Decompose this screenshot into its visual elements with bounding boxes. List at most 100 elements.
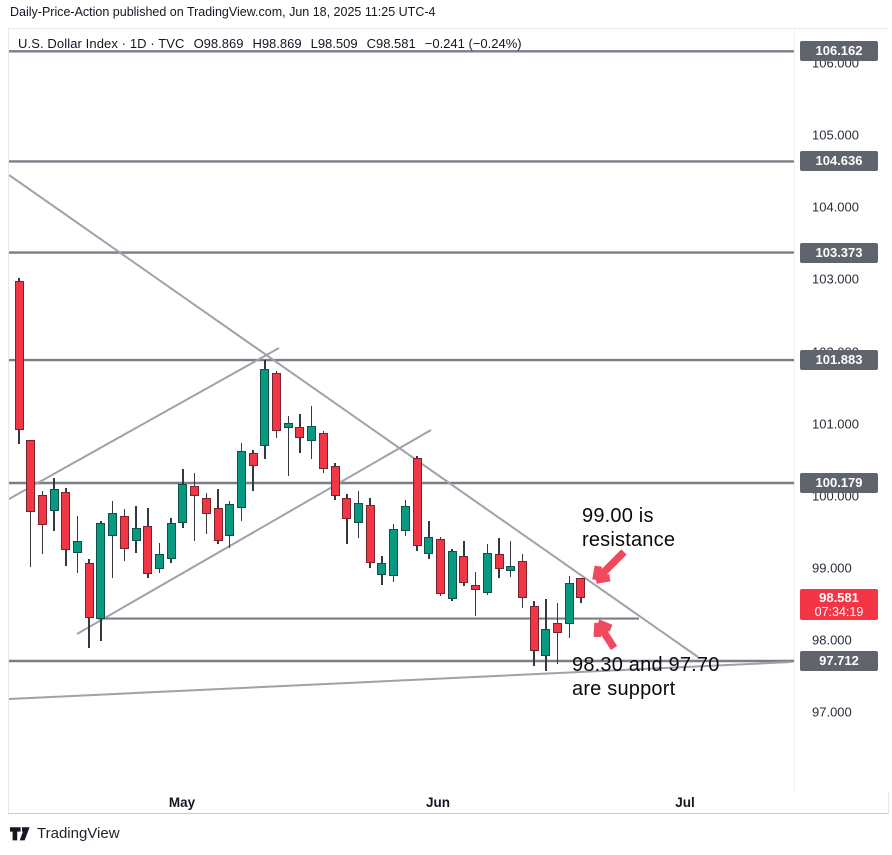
tradingview-logo-text[interactable]: TradingView xyxy=(37,825,120,842)
price-level-badge: 104.636 xyxy=(800,151,878,172)
price-tick-label: 97.000 xyxy=(812,704,852,720)
rising-support-upper-line xyxy=(9,347,280,500)
time-axis-label: Jul xyxy=(675,795,695,810)
long-term-rising-line xyxy=(9,661,792,700)
candle-wick xyxy=(252,449,254,491)
candle-up xyxy=(178,483,188,524)
candle-wick xyxy=(111,500,114,579)
candle-up xyxy=(541,629,551,657)
arrow-to-support-head xyxy=(596,619,613,632)
candle-up xyxy=(283,423,293,429)
legend-open-value: O98.869 xyxy=(193,36,244,51)
legend-high-value: H98.869 xyxy=(252,36,302,51)
legend: U.S. Dollar Index · 1D · TVC O98.869 H98… xyxy=(18,36,522,51)
candle-down xyxy=(494,554,504,570)
arrow-to-resistance-head xyxy=(592,565,603,581)
candle-down xyxy=(576,577,586,599)
price-tick-label: 98.000 xyxy=(812,632,852,648)
candle-up xyxy=(447,551,457,600)
candle-up xyxy=(389,529,399,576)
candle-up xyxy=(108,513,118,537)
candle-wick xyxy=(556,602,559,664)
candle-down xyxy=(14,280,24,431)
candle-down xyxy=(365,504,375,563)
candle-up xyxy=(424,537,434,555)
candle-down xyxy=(84,563,94,618)
candle-down xyxy=(553,622,563,633)
candle-down xyxy=(471,584,481,591)
candle-down xyxy=(330,466,340,496)
candle-wick xyxy=(474,571,477,616)
candle-down xyxy=(143,526,153,574)
candle-down xyxy=(248,453,258,467)
price-level-badge: 97.712 xyxy=(800,650,878,671)
trendlines-layer xyxy=(9,50,794,700)
candle-up xyxy=(96,523,106,620)
bar-countdown: 07:34:19 xyxy=(814,605,864,620)
candle-wick xyxy=(193,472,196,542)
candle-down xyxy=(342,498,352,519)
candle-wick xyxy=(346,493,348,545)
candle-down xyxy=(517,560,527,599)
candle-down xyxy=(61,492,71,551)
candle-down xyxy=(213,508,223,542)
annotation-support-note: 98.30 and 97.70 are support xyxy=(572,654,720,700)
candle-wick xyxy=(287,415,290,476)
arrow-to-resistance xyxy=(593,549,627,583)
candle-up xyxy=(307,425,317,442)
descending-resistance-line xyxy=(9,174,699,658)
rising-support-lower-line xyxy=(76,429,432,635)
candle-down xyxy=(435,539,445,595)
candle-up xyxy=(49,488,59,512)
annotation-resistance-note: 99.00 is resistance xyxy=(582,505,676,551)
candle-up xyxy=(377,563,387,575)
candle-down xyxy=(318,433,328,470)
chart-plot-area[interactable]: U.S. Dollar Index · 1D · TVC O98.869 H98… xyxy=(9,29,794,791)
price-axis[interactable]: 106.000105.000104.000103.000102.000101.0… xyxy=(794,29,890,791)
candle-up xyxy=(225,503,235,537)
candle-up xyxy=(354,503,364,524)
time-axis[interactable]: May Jun Jul xyxy=(9,791,794,813)
footer: TradingView xyxy=(10,825,120,842)
time-axis-label: May xyxy=(168,795,196,810)
chart-widget: U.S. Dollar Index · 1D · TVC O98.869 H98… xyxy=(8,28,890,814)
candle-up xyxy=(260,368,270,447)
price-tick-label: 104.000 xyxy=(812,199,859,215)
candle-down xyxy=(295,427,305,439)
candle-down xyxy=(412,457,422,546)
tradingview-logo-icon[interactable] xyxy=(10,826,30,842)
candle-up xyxy=(482,552,492,593)
price-tick-label: 101.000 xyxy=(812,416,859,432)
price-tick-label: 99.000 xyxy=(812,560,852,576)
legend-close-value: C98.581 xyxy=(366,36,416,51)
candle-up xyxy=(154,554,164,569)
legend-low-value: L98.509 xyxy=(310,36,358,51)
last-price-badge: 98.581 07:34:19 xyxy=(800,589,878,621)
candle-up xyxy=(506,565,516,571)
candle-down xyxy=(37,495,47,525)
candle-wick xyxy=(509,540,512,577)
annotation-arrows-layer xyxy=(592,549,627,651)
candle-up xyxy=(73,541,83,553)
legend-change-value: −0.241 (−0.24%) xyxy=(424,36,522,51)
legend-symbol[interactable]: U.S. Dollar Index · 1D · TVC xyxy=(18,36,185,51)
candle-down xyxy=(26,440,36,512)
last-price-value: 98.581 xyxy=(819,590,859,606)
candle-down xyxy=(201,498,211,514)
candle-up xyxy=(236,451,246,509)
candle-down xyxy=(459,555,469,584)
price-level-badge: 100.179 xyxy=(800,473,878,493)
candle-down xyxy=(529,606,539,652)
price-level-badge: 101.883 xyxy=(800,350,878,371)
candle-up xyxy=(564,583,574,625)
price-level-badge: 103.373 xyxy=(800,242,878,263)
candle-down xyxy=(272,373,282,431)
price-level-badge: 106.162 xyxy=(800,41,878,62)
candle-up xyxy=(166,523,176,559)
candle-down xyxy=(119,516,129,550)
attribution-text: Daily-Price-Action published on TradingV… xyxy=(10,5,436,19)
candle-down xyxy=(190,485,200,496)
candle-up xyxy=(400,506,410,532)
time-axis-label: Jun xyxy=(425,795,451,810)
